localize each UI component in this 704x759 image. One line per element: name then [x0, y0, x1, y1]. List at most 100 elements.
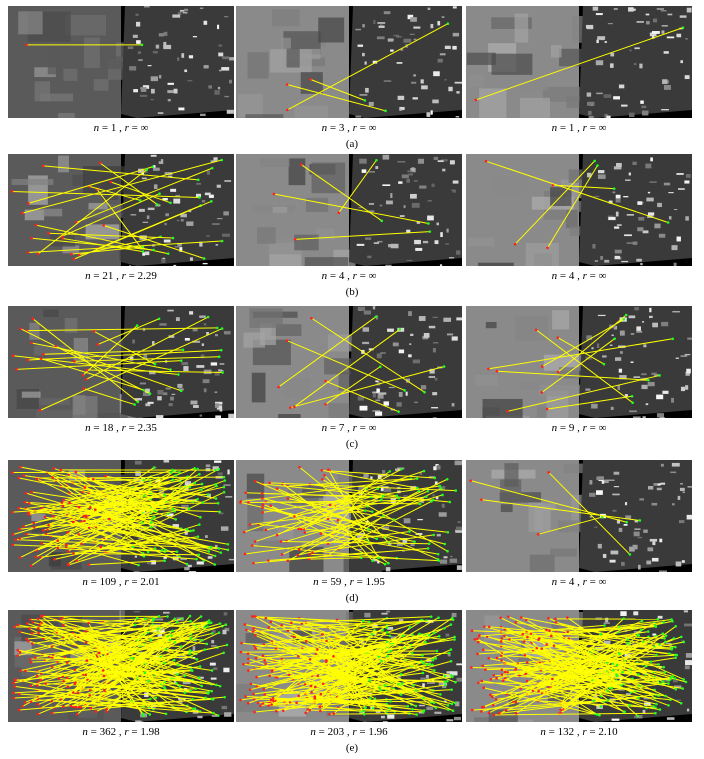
- keypoint-optical: [327, 468, 330, 471]
- keypoint-optical: [280, 624, 283, 627]
- keypoint-optical: [77, 533, 80, 536]
- keypoint-sar: [152, 248, 155, 252]
- match-line: [252, 545, 397, 559]
- keypoint-sar: [639, 628, 643, 632]
- keypoint-sar: [375, 537, 379, 540]
- keypoint-optical: [42, 352, 45, 356]
- keypoint-sar: [210, 200, 213, 203]
- keypoint-sar: [387, 561, 390, 565]
- keypoint-sar: [153, 362, 157, 366]
- panel-caption: n = 362 , r = 1.98: [82, 726, 160, 738]
- keypoint-optical: [108, 517, 111, 521]
- keypoint-sar: [196, 467, 199, 471]
- keypoint-optical: [305, 639, 308, 643]
- keypoint-sar: [415, 486, 419, 490]
- keypoint-optical: [82, 387, 86, 390]
- keypoint-sar: [222, 485, 226, 489]
- keypoint-optical: [59, 468, 63, 472]
- match-line: [52, 622, 210, 657]
- keypoint-optical: [477, 681, 480, 685]
- keypoint-optical: [66, 562, 70, 566]
- keypoint-sar: [164, 548, 167, 552]
- keypoint-optical: [500, 668, 504, 672]
- match-line: [262, 485, 440, 513]
- keypoint-optical: [88, 694, 92, 697]
- keypoint-sar: [424, 495, 428, 499]
- keypoint-sar: [403, 389, 406, 392]
- keypoint-optical: [253, 615, 256, 618]
- keypoint-optical: [480, 710, 483, 713]
- n-value: 4: [568, 270, 575, 282]
- keypoint-sar: [220, 158, 224, 162]
- keypoint-sar: [196, 178, 200, 182]
- match-line: [524, 654, 605, 702]
- keypoint-optical: [477, 634, 481, 638]
- keypoint-sar: [141, 521, 144, 525]
- match-line: [317, 643, 394, 677]
- keypoint-sar: [222, 490, 226, 494]
- keypoint-sar: [140, 43, 144, 47]
- match-line: [548, 471, 631, 555]
- panel-caption: n = 9 , r = ∞: [551, 422, 607, 434]
- keypoint-sar: [443, 680, 447, 684]
- keypoint-optical: [547, 616, 550, 620]
- panel-caption: n = 1 , r = ∞: [551, 122, 607, 134]
- r-symbol: r: [582, 270, 587, 282]
- keypoint-sar: [188, 649, 192, 652]
- keypoint-optical: [290, 621, 293, 625]
- keypoint-optical: [40, 506, 44, 510]
- keypoint-optical: [19, 465, 22, 469]
- keypoint-sar: [137, 563, 140, 567]
- keypoint-sar: [384, 109, 387, 113]
- keypoint-optical: [261, 511, 264, 514]
- keypoint-optical: [246, 701, 250, 705]
- keypoint-sar: [218, 622, 222, 625]
- match-line: [27, 349, 222, 361]
- match-line: [42, 643, 145, 655]
- match-line: [81, 621, 208, 637]
- match-line: [514, 160, 596, 245]
- keypoint-sar: [667, 704, 670, 707]
- keypoint-sar: [191, 707, 195, 710]
- keypoint-optical: [550, 634, 553, 638]
- match-line: [22, 159, 222, 214]
- match-line: [31, 491, 157, 512]
- keypoint-optical: [476, 652, 479, 656]
- match-line: [268, 705, 388, 711]
- keypoint-optical: [102, 224, 105, 227]
- keypoint-optical: [521, 632, 524, 636]
- match-line: [70, 518, 144, 554]
- keypoint-sar: [215, 484, 218, 488]
- match-image-1-2: [466, 154, 692, 266]
- keypoint-sar: [142, 388, 145, 392]
- keypoint-optical: [279, 540, 283, 543]
- keypoint-sar: [381, 494, 385, 498]
- match-line: [40, 358, 144, 391]
- keypoint-optical: [37, 631, 40, 635]
- keypoint-sar: [451, 618, 455, 622]
- keypoint-optical: [83, 486, 87, 489]
- match-line: [287, 498, 395, 520]
- keypoint-sar: [142, 478, 145, 482]
- keypoint-optical: [336, 518, 340, 522]
- row-label: (b): [345, 286, 359, 298]
- match-line: [97, 318, 160, 346]
- keypoint-sar: [216, 714, 220, 717]
- keypoint-optical: [99, 545, 103, 549]
- keypoint-optical: [254, 634, 257, 637]
- keypoint-sar: [426, 547, 430, 550]
- keypoint-sar: [426, 489, 430, 493]
- keypoint-optical: [39, 678, 42, 682]
- panel-caption: n = 1 , r = ∞: [93, 122, 149, 134]
- keypoint-optical: [525, 661, 529, 664]
- keypoint-sar: [674, 653, 677, 657]
- match-line: [282, 660, 382, 694]
- keypoint-sar: [439, 487, 443, 490]
- keypoint-sar: [623, 710, 626, 714]
- keypoint-optical: [506, 410, 509, 413]
- keypoint-sar: [135, 324, 139, 327]
- keypoint-sar: [431, 663, 434, 667]
- match-line: [43, 165, 199, 181]
- keypoint-sar: [223, 479, 227, 482]
- keypoint-optical: [51, 476, 55, 479]
